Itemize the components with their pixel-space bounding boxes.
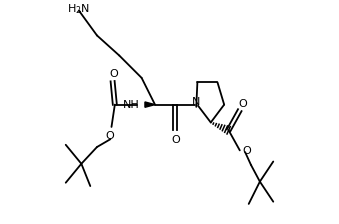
Text: O: O xyxy=(172,135,180,145)
Text: O: O xyxy=(105,131,114,141)
Text: NH: NH xyxy=(123,100,139,110)
Polygon shape xyxy=(145,102,155,107)
Text: H$_2$N: H$_2$N xyxy=(67,2,90,16)
Text: N: N xyxy=(192,97,200,107)
Text: O: O xyxy=(238,99,247,108)
Text: O: O xyxy=(109,69,118,80)
Text: O: O xyxy=(242,146,251,157)
